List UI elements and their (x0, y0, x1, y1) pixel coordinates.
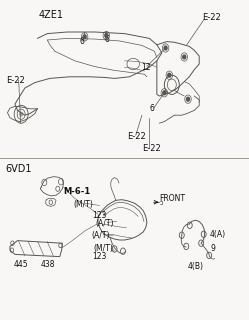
Text: (A/T): (A/T) (96, 219, 114, 228)
Text: 4ZE1: 4ZE1 (39, 10, 63, 20)
Text: 123: 123 (92, 252, 107, 261)
Circle shape (164, 46, 167, 50)
Circle shape (183, 55, 186, 59)
Text: 6: 6 (149, 104, 154, 113)
Text: E-22: E-22 (142, 144, 161, 153)
Circle shape (168, 73, 171, 77)
Circle shape (187, 97, 189, 101)
Text: 123: 123 (92, 211, 107, 220)
Text: 4(A): 4(A) (209, 230, 225, 239)
Text: 438: 438 (41, 260, 56, 269)
Text: 6: 6 (80, 37, 85, 46)
Text: E-22: E-22 (6, 76, 25, 85)
Text: E-22: E-22 (202, 13, 220, 22)
Text: E-22: E-22 (127, 132, 146, 141)
Text: 445: 445 (14, 260, 28, 269)
Text: FRONT: FRONT (159, 194, 185, 203)
Text: (M/T): (M/T) (93, 244, 113, 253)
Circle shape (20, 112, 23, 116)
Text: M-6-1: M-6-1 (63, 188, 91, 196)
Text: (M/T): (M/T) (73, 200, 93, 209)
Circle shape (163, 91, 166, 95)
Text: 6: 6 (105, 35, 110, 44)
Circle shape (105, 34, 108, 37)
Text: 4(B): 4(B) (188, 262, 204, 271)
Text: (A/T): (A/T) (91, 231, 109, 240)
Text: 6VD1: 6VD1 (5, 164, 31, 174)
Text: 12: 12 (141, 63, 150, 72)
Circle shape (83, 35, 86, 39)
Text: 9: 9 (210, 244, 215, 253)
